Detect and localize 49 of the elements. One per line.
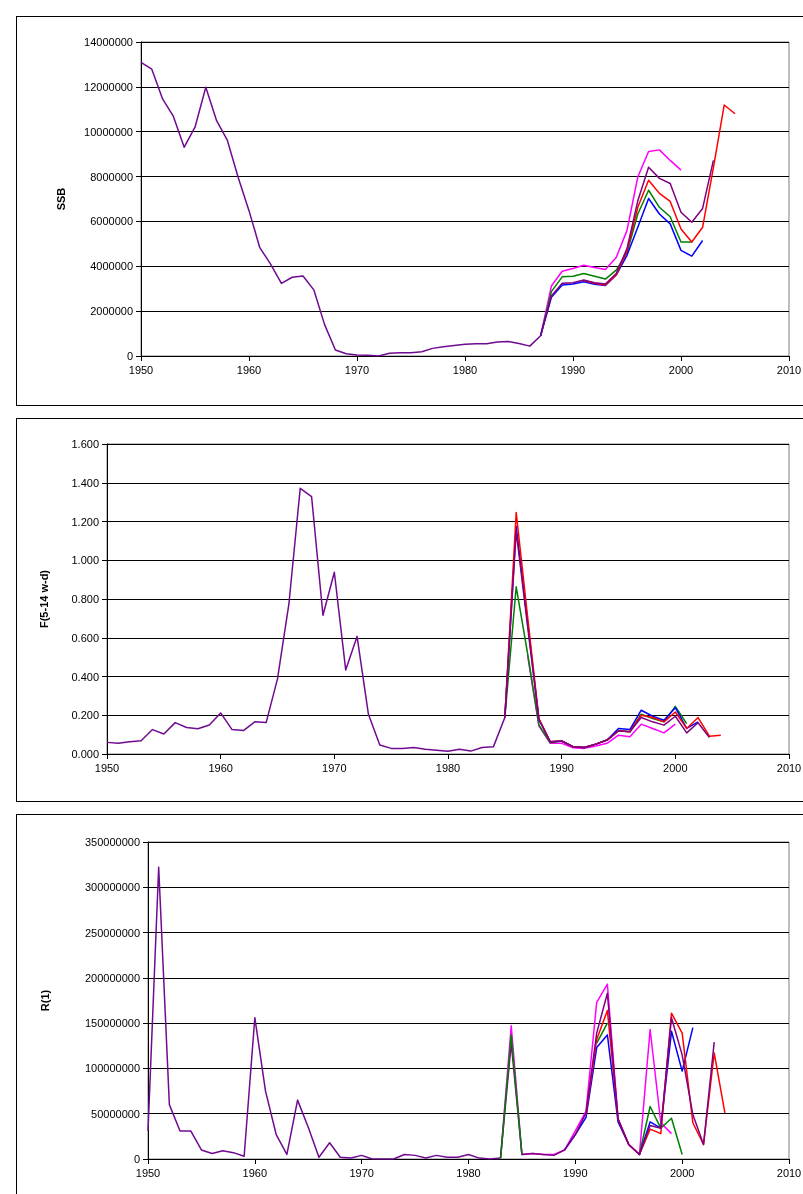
y-axis-title: R(1) xyxy=(38,989,51,1012)
x-tick-label: 2010 xyxy=(776,1166,802,1179)
x-tick-label: 1990 xyxy=(563,1166,588,1179)
y-tick-label: 200000000 xyxy=(84,971,140,984)
y-tick-label: 0 xyxy=(133,1153,140,1165)
x-tick-label: 2000 xyxy=(663,761,688,774)
x-tick-label: 1970 xyxy=(349,1166,374,1179)
x-tick-label: 1990 xyxy=(560,363,586,376)
x-tick-label: 1950 xyxy=(94,761,120,774)
y-tick-label: 1.400 xyxy=(71,476,99,489)
x-tick-label: 1950 xyxy=(128,363,154,376)
x-tick-label: 1950 xyxy=(135,1166,161,1179)
y-tick-label: 2000000 xyxy=(90,305,133,318)
x-tick-label: 1970 xyxy=(322,761,347,774)
y-tick-label: 350000000 xyxy=(84,836,140,848)
y-axis-title: F(5-14 w-d) xyxy=(37,569,50,629)
y-tick-label: 0.200 xyxy=(71,709,99,722)
y-tick-label: 6000000 xyxy=(90,215,133,228)
y-tick-label: 10000000 xyxy=(84,125,133,138)
y-tick-label: 1.600 xyxy=(71,438,99,450)
y-tick-label: 0.600 xyxy=(71,631,99,644)
x-tick-label: 2010 xyxy=(776,761,802,774)
y-axis-title: SSB xyxy=(54,187,67,211)
x-tick-label: 1980 xyxy=(452,363,478,376)
y-tick-label: 0 xyxy=(126,350,133,362)
y-tick-label: 0.000 xyxy=(71,748,99,760)
y-tick-label: 100000000 xyxy=(84,1062,140,1075)
y-tick-label: 1.200 xyxy=(71,515,99,528)
x-tick-label: 1960 xyxy=(208,761,233,774)
y-tick-label: 250000000 xyxy=(84,926,140,939)
x-tick-label: 2010 xyxy=(776,363,802,376)
y-tick-label: 50000000 xyxy=(91,1107,140,1120)
y-tick-label: 0.800 xyxy=(71,593,99,605)
y-tick-label: 14000000 xyxy=(84,36,133,48)
y-tick-label: 8000000 xyxy=(90,170,133,183)
x-tick-label: 2000 xyxy=(669,1166,695,1179)
y-tick-label: 12000000 xyxy=(84,80,133,93)
y-tick-label: 4000000 xyxy=(90,260,133,273)
x-tick-label: 2000 xyxy=(668,363,694,376)
x-tick-label: 1960 xyxy=(242,1166,268,1179)
y-tick-label: 0.400 xyxy=(71,670,99,683)
y-tick-label: 300000000 xyxy=(84,881,140,894)
y-tick-label: 150000000 xyxy=(84,1017,140,1030)
x-tick-label: 1960 xyxy=(236,363,262,376)
x-tick-label: 1990 xyxy=(549,761,574,774)
x-tick-label: 1980 xyxy=(456,1166,481,1179)
x-tick-label: 1980 xyxy=(435,761,461,774)
x-tick-label: 1970 xyxy=(344,363,370,376)
y-tick-label: 1.000 xyxy=(71,554,99,567)
